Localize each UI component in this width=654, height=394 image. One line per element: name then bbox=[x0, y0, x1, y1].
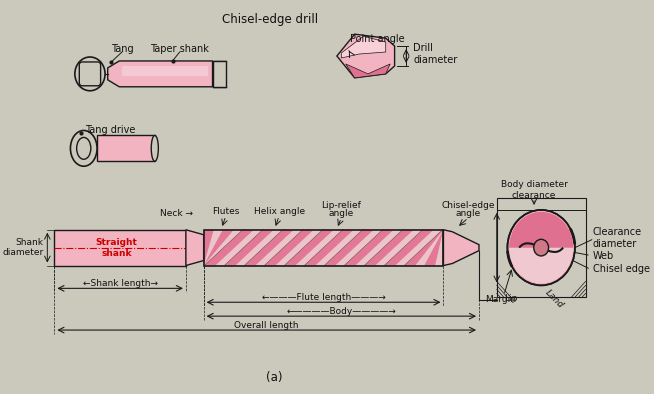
Polygon shape bbox=[275, 230, 323, 266]
Polygon shape bbox=[256, 230, 303, 266]
Polygon shape bbox=[375, 230, 422, 266]
Text: Taper shank: Taper shank bbox=[150, 44, 209, 54]
Text: ←————Body————→: ←————Body————→ bbox=[286, 307, 396, 316]
Text: Lip-relief: Lip-relief bbox=[321, 201, 361, 210]
Polygon shape bbox=[341, 36, 386, 58]
Polygon shape bbox=[355, 230, 403, 266]
Text: Lip: Lip bbox=[504, 294, 517, 303]
Text: Drill
diameter: Drill diameter bbox=[413, 43, 458, 65]
Text: Flutes: Flutes bbox=[212, 207, 239, 216]
Text: Straight: Straight bbox=[95, 238, 137, 247]
Polygon shape bbox=[215, 230, 263, 266]
Polygon shape bbox=[203, 230, 234, 266]
Polygon shape bbox=[385, 230, 434, 266]
Polygon shape bbox=[304, 230, 354, 266]
Text: Tang drive: Tang drive bbox=[86, 125, 136, 136]
Text: ←Shank length→: ←Shank length→ bbox=[82, 279, 158, 288]
Text: Tang: Tang bbox=[111, 44, 133, 54]
Text: Chisel edge: Chisel edge bbox=[593, 264, 649, 275]
Text: Chisel-edge drill: Chisel-edge drill bbox=[222, 13, 318, 26]
Text: (a): (a) bbox=[266, 371, 283, 384]
Polygon shape bbox=[395, 230, 443, 266]
Polygon shape bbox=[97, 136, 155, 161]
Text: Shank: Shank bbox=[16, 238, 44, 247]
Polygon shape bbox=[296, 230, 343, 266]
Polygon shape bbox=[186, 230, 203, 266]
Polygon shape bbox=[345, 230, 394, 266]
Text: Neck →: Neck → bbox=[160, 209, 194, 218]
Polygon shape bbox=[108, 61, 213, 87]
Polygon shape bbox=[404, 230, 443, 266]
Text: Margin: Margin bbox=[485, 295, 516, 304]
Wedge shape bbox=[509, 248, 573, 283]
Text: angle: angle bbox=[456, 209, 481, 218]
FancyBboxPatch shape bbox=[54, 230, 186, 266]
Polygon shape bbox=[284, 230, 334, 266]
Polygon shape bbox=[346, 64, 390, 78]
Polygon shape bbox=[203, 230, 214, 266]
Text: ←———Flute length———→: ←———Flute length———→ bbox=[262, 293, 385, 302]
Text: diameter: diameter bbox=[3, 248, 44, 257]
Text: Overall length: Overall length bbox=[234, 321, 299, 330]
Polygon shape bbox=[245, 230, 294, 266]
Polygon shape bbox=[415, 230, 443, 266]
Polygon shape bbox=[337, 34, 394, 78]
Polygon shape bbox=[336, 230, 383, 266]
Polygon shape bbox=[424, 230, 443, 266]
FancyBboxPatch shape bbox=[79, 62, 101, 86]
Text: Point angle: Point angle bbox=[349, 34, 404, 44]
Polygon shape bbox=[122, 66, 208, 76]
Polygon shape bbox=[264, 230, 314, 266]
Polygon shape bbox=[324, 230, 373, 266]
Polygon shape bbox=[203, 230, 243, 266]
Polygon shape bbox=[224, 230, 274, 266]
Text: Chisel-edge: Chisel-edge bbox=[441, 201, 495, 210]
Text: Helix angle: Helix angle bbox=[254, 207, 305, 216]
Ellipse shape bbox=[71, 130, 97, 166]
Polygon shape bbox=[203, 230, 223, 266]
Polygon shape bbox=[205, 230, 254, 266]
Polygon shape bbox=[235, 230, 283, 266]
Text: Body diameter
clearance: Body diameter clearance bbox=[500, 180, 568, 200]
Polygon shape bbox=[315, 230, 363, 266]
Text: Web: Web bbox=[593, 251, 614, 260]
Circle shape bbox=[534, 239, 549, 256]
Polygon shape bbox=[364, 230, 414, 266]
Circle shape bbox=[75, 57, 105, 91]
Text: Land: Land bbox=[543, 288, 566, 310]
FancyBboxPatch shape bbox=[203, 230, 443, 266]
Polygon shape bbox=[213, 61, 226, 87]
Text: angle: angle bbox=[329, 209, 354, 218]
Ellipse shape bbox=[151, 136, 158, 161]
Polygon shape bbox=[443, 230, 479, 266]
Ellipse shape bbox=[77, 138, 91, 159]
Wedge shape bbox=[509, 212, 573, 248]
Circle shape bbox=[508, 210, 575, 285]
Text: Clearance
diameter: Clearance diameter bbox=[593, 227, 642, 249]
Text: shank: shank bbox=[101, 249, 132, 258]
Polygon shape bbox=[436, 230, 443, 266]
